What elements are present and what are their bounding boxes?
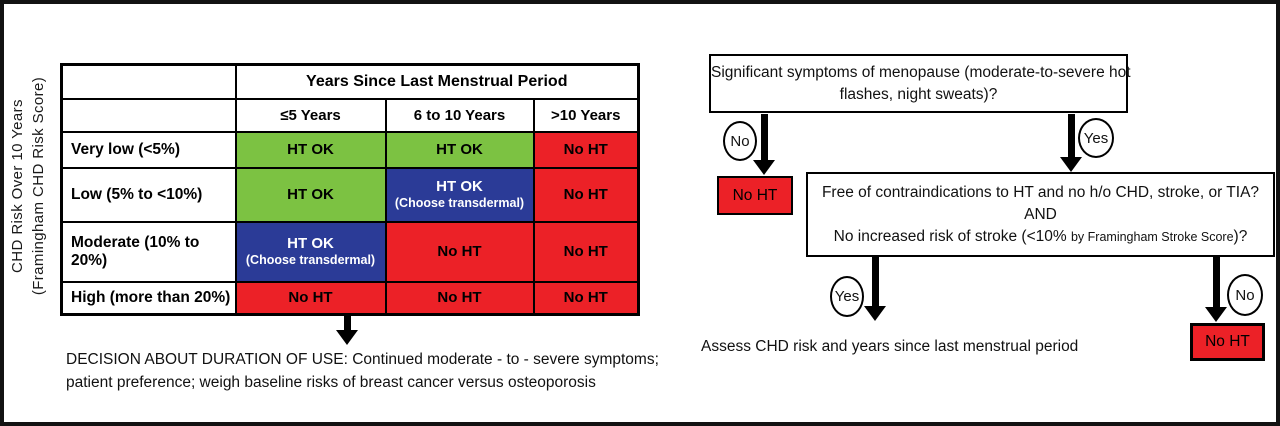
arrow-shaft — [343, 315, 351, 330]
col-header-le5: ≤5 Years — [234, 97, 387, 133]
arrow-shaft — [1067, 114, 1075, 157]
risk-cell: No HT — [384, 220, 535, 283]
arrow-head — [1060, 157, 1082, 172]
q2-line3-pre: No increased risk of stroke (<10% — [833, 227, 1071, 245]
risk-cell: No HT — [532, 166, 640, 223]
risk-cell: HT OK (Choose transdermal) — [234, 220, 387, 283]
cell-verdict: HT OK — [287, 235, 334, 252]
risk-cell: HT OK — [234, 130, 387, 169]
col-header-6to10: 6 to 10 Years — [384, 97, 535, 133]
y-axis-label-line1: CHD Risk Over 10 Years — [9, 99, 26, 273]
decision-yes-2: Yes — [830, 276, 864, 317]
cell-verdict: HT OK — [436, 178, 483, 195]
cell-verdict: No HT — [563, 185, 608, 203]
table-header-row: ≤5 Years 6 to 10 Years >10 Years — [60, 97, 640, 133]
arrow-shaft — [760, 114, 768, 160]
cell-verdict: No HT — [563, 140, 608, 158]
cell-note: (Choose transdermal) — [394, 196, 525, 210]
q1-line1: Significant symptoms of menopause (moder… — [711, 63, 1131, 81]
y-axis-label-line2: (Framingham CHD Risk Score) — [30, 76, 47, 296]
arrow-down-icon — [336, 315, 358, 345]
q2-line3-small: by Framingham Stroke Score — [1070, 229, 1234, 244]
row-label: High (more than 20%) — [60, 280, 237, 316]
arrow-head — [1205, 307, 1227, 322]
risk-cell: HT OK — [384, 130, 535, 169]
cell-verdict: No HT — [437, 242, 482, 260]
arrow-down-icon — [1205, 257, 1227, 322]
arrow-down-icon — [1060, 114, 1082, 172]
no-ht-box-2: No HT — [1190, 323, 1265, 361]
cell-verdict: No HT — [563, 242, 608, 260]
risk-cell: HT OK (Choose transdermal) — [384, 166, 535, 223]
no-ht-box-1: No HT — [717, 176, 793, 215]
risk-cell: No HT — [532, 130, 640, 169]
arrow-down-icon — [864, 257, 886, 321]
risk-cell: No HT — [532, 280, 640, 316]
arrow-down-icon — [753, 114, 775, 175]
cell-verdict: No HT — [437, 288, 482, 306]
cell-verdict: No HT — [288, 288, 333, 306]
table-title: Years Since Last Menstrual Period — [234, 63, 640, 100]
question-box-contraindications: Free of contraindications to HT and no h… — [806, 172, 1275, 257]
risk-cell: No HT — [532, 220, 640, 283]
risk-cell: No HT — [384, 280, 535, 316]
arrow-shaft — [1212, 257, 1220, 307]
q2-line1: Free of contraindications to HT and no h… — [821, 183, 1260, 201]
table-row: Moderate (10% to 20%) HT OK (Choose tran… — [60, 220, 640, 283]
arrow-head — [336, 330, 358, 345]
arrow-head — [864, 306, 886, 321]
arrow-shaft — [871, 257, 879, 306]
q2-line2: AND — [1024, 205, 1057, 223]
risk-table: Years Since Last Menstrual Period ≤5 Yea… — [60, 63, 640, 316]
table-row: Very low (<5%) HT OK HT OK No HT — [60, 130, 640, 169]
cell-verdict: HT OK — [436, 140, 483, 158]
corner-cell — [60, 63, 237, 100]
q1-line2: flashes, night sweats)? — [839, 85, 998, 103]
corner-cell — [60, 97, 237, 133]
row-label: Low (5% to <10%) — [60, 166, 237, 223]
decision-no-1: No — [723, 121, 757, 161]
row-label: Very low (<5%) — [60, 130, 237, 169]
table-row: High (more than 20%) No HT No HT No HT — [60, 280, 640, 316]
cell-verdict: No HT — [563, 288, 608, 306]
duration-caption-line1: DECISION ABOUT DURATION OF USE: Continue… — [66, 351, 659, 368]
risk-cell: No HT — [234, 280, 387, 316]
decision-yes-1: Yes — [1078, 118, 1114, 158]
q2-line3: No increased risk of stroke (<10% by Fra… — [808, 226, 1273, 248]
col-header-gt10: >10 Years — [532, 97, 640, 133]
risk-cell: HT OK — [234, 166, 387, 223]
question-box-symptoms: Significant symptoms of menopause (moder… — [709, 54, 1131, 113]
cell-verdict: HT OK — [287, 185, 334, 203]
assess-text: Assess CHD risk and years since last men… — [701, 338, 1079, 355]
decision-no-2: No — [1227, 274, 1263, 316]
y-axis-label: CHD Risk Over 10 Years (Framingham CHD R… — [7, 10, 51, 362]
table-title-row: Years Since Last Menstrual Period — [60, 63, 640, 100]
arrow-head — [753, 160, 775, 175]
duration-caption: DECISION ABOUT DURATION OF USE: Continue… — [66, 348, 659, 394]
cell-verdict: HT OK — [287, 140, 334, 158]
table-row: Low (5% to <10%) HT OK HT OK (Choose tra… — [60, 166, 640, 223]
row-label: Moderate (10% to 20%) — [60, 220, 237, 283]
q2-line3-post: )? — [1233, 227, 1248, 245]
duration-caption-line2: patient preference; weigh baseline risks… — [66, 374, 596, 391]
cell-note: (Choose transdermal) — [245, 253, 376, 267]
